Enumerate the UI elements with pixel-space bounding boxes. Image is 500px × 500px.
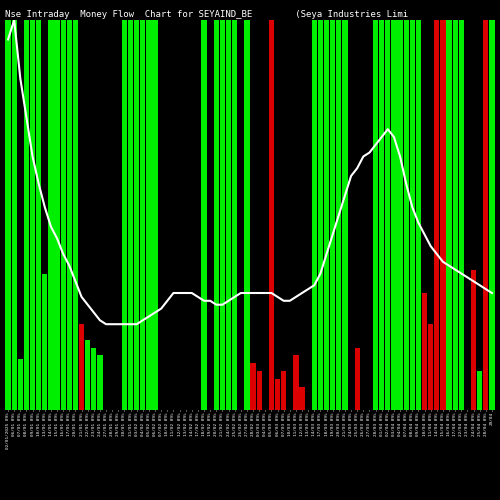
Bar	[416, 20, 421, 410]
Bar	[330, 20, 336, 410]
Bar	[36, 20, 42, 410]
Bar	[275, 379, 280, 410]
Bar	[91, 348, 96, 410]
Bar	[452, 20, 458, 410]
Bar	[373, 20, 378, 410]
Bar	[318, 20, 323, 410]
Bar	[410, 20, 415, 410]
Bar	[6, 20, 10, 410]
Bar	[300, 386, 304, 410]
Bar	[354, 348, 360, 410]
Bar	[471, 270, 476, 410]
Bar	[128, 20, 133, 410]
Bar	[24, 20, 29, 410]
Bar	[134, 20, 140, 410]
Bar	[428, 324, 434, 410]
Bar	[73, 20, 78, 410]
Bar	[18, 360, 23, 410]
Bar	[385, 20, 390, 410]
Bar	[66, 20, 72, 410]
Bar	[214, 20, 219, 410]
Bar	[146, 20, 152, 410]
Bar	[42, 274, 48, 410]
Bar	[54, 20, 60, 410]
Bar	[79, 324, 84, 410]
Bar	[342, 20, 347, 410]
Bar	[404, 20, 409, 410]
Bar	[294, 356, 298, 410]
Bar	[458, 20, 464, 410]
Bar	[48, 20, 54, 410]
Bar	[226, 20, 231, 410]
Bar	[269, 20, 274, 410]
Bar	[30, 20, 35, 410]
Bar	[446, 20, 452, 410]
Bar	[232, 20, 237, 410]
Bar	[220, 20, 225, 410]
Bar	[98, 356, 102, 410]
Bar	[483, 20, 488, 410]
Bar	[379, 20, 384, 410]
Bar	[336, 20, 342, 410]
Bar	[281, 371, 286, 410]
Bar	[60, 20, 66, 410]
Bar	[422, 293, 427, 410]
Bar	[85, 340, 90, 410]
Bar	[140, 20, 145, 410]
Bar	[256, 371, 262, 410]
Bar	[440, 20, 446, 410]
Bar	[398, 20, 402, 410]
Bar	[12, 20, 17, 410]
Text: Nse Intraday  Money Flow  Chart for SEYAIND_BE        (Seya Industries Limi: Nse Intraday Money Flow Chart for SEYAIN…	[5, 10, 408, 19]
Bar	[152, 20, 158, 410]
Bar	[392, 20, 396, 410]
Bar	[202, 20, 206, 410]
Bar	[324, 20, 329, 410]
Bar	[312, 20, 317, 410]
Bar	[244, 20, 250, 410]
Bar	[434, 20, 440, 410]
Bar	[477, 371, 482, 410]
Bar	[490, 20, 494, 410]
Bar	[250, 363, 256, 410]
Bar	[122, 20, 127, 410]
